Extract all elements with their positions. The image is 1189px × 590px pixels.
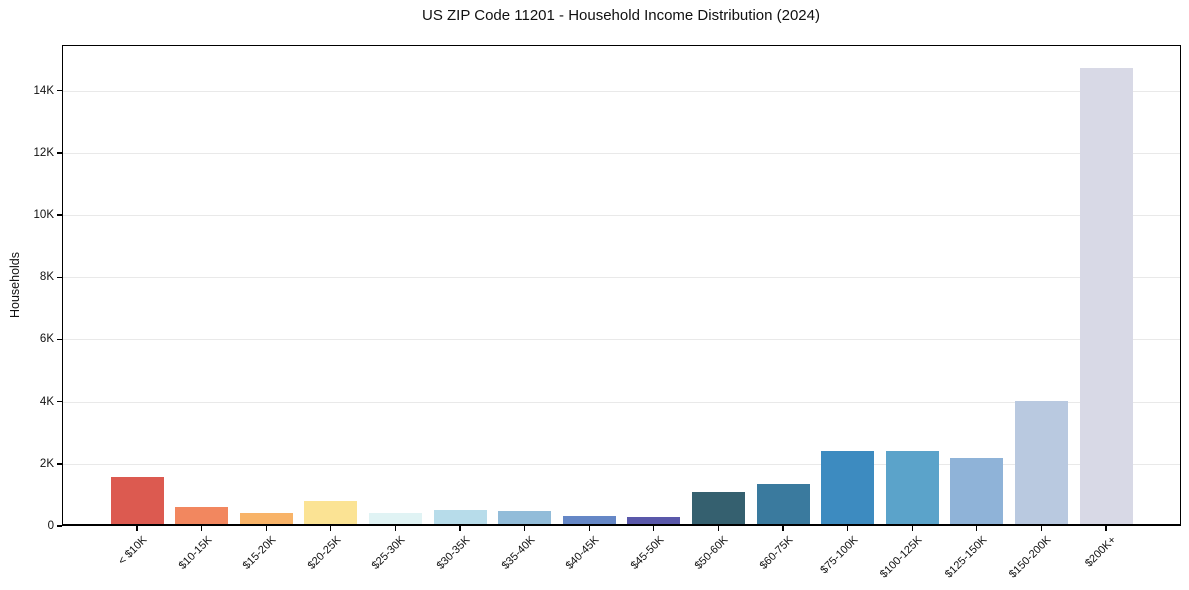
- x-tick-mark: [976, 526, 978, 531]
- y-tick-label: 4K: [39, 395, 54, 408]
- x-tick-mark: [394, 526, 397, 531]
- chart-title: US ZIP Code 11201 - Household Income Dis…: [422, 7, 820, 24]
- x-tick-mark: [265, 526, 267, 531]
- bar: [239, 513, 293, 526]
- y-tick-mark: [57, 400, 62, 403]
- y-tick-mark: [57, 463, 62, 465]
- y-tick-mark: [57, 90, 62, 92]
- x-tick-mark: [523, 526, 526, 531]
- x-tick-mark: [653, 526, 655, 531]
- y-tick-label: 8K: [39, 271, 54, 284]
- y-tick-mark: [57, 338, 62, 341]
- y-tick-label: 14K: [33, 84, 54, 97]
- bar: [498, 510, 552, 526]
- x-tick-mark: [782, 526, 784, 531]
- gridline: [62, 339, 1181, 341]
- y-tick-mark: [57, 214, 62, 216]
- plot-area: [62, 45, 1181, 526]
- y-tick-mark: [57, 152, 62, 154]
- gridline: [62, 152, 1181, 154]
- x-tick-mark: [1105, 526, 1107, 531]
- x-tick-mark: [136, 526, 138, 531]
- bar: [175, 506, 229, 526]
- bar: [433, 509, 487, 526]
- y-tick-label: 0: [47, 520, 54, 532]
- y-tick-label: 6K: [39, 333, 54, 346]
- bar: [821, 451, 875, 526]
- x-tick-mark: [911, 526, 913, 531]
- y-tick-mark: [57, 525, 62, 527]
- x-tick-mark: [1040, 526, 1043, 531]
- bar: [885, 451, 939, 526]
- gridline: [62, 215, 1181, 217]
- bar: [304, 501, 358, 526]
- x-tick-mark: [200, 526, 203, 531]
- y-tick-mark: [57, 276, 62, 278]
- gridline: [62, 277, 1181, 279]
- gridline: [62, 463, 1181, 465]
- y-axis-label: Households: [8, 251, 22, 319]
- x-tick-mark: [588, 526, 590, 531]
- bar: [1014, 401, 1068, 526]
- bar: [756, 483, 810, 526]
- bar: [368, 512, 422, 526]
- x-tick-mark: [717, 526, 720, 531]
- bar: [1079, 68, 1133, 526]
- y-tick-label: 2K: [39, 457, 54, 470]
- gridline: [62, 401, 1181, 403]
- x-tick-mark: [846, 526, 849, 531]
- x-tick-mark: [330, 526, 332, 531]
- bar: [950, 457, 1004, 526]
- gridline: [62, 90, 1181, 92]
- plot-frame: [62, 45, 1181, 526]
- x-tick-mark: [459, 526, 461, 531]
- y-tick-label: 10K: [33, 209, 54, 222]
- bar: [110, 477, 164, 526]
- bar: [627, 516, 681, 526]
- y-tick-label: 12K: [33, 146, 54, 159]
- x-tick-label: < $10K: [116, 534, 150, 568]
- bar: [562, 515, 616, 526]
- bar: [691, 491, 745, 526]
